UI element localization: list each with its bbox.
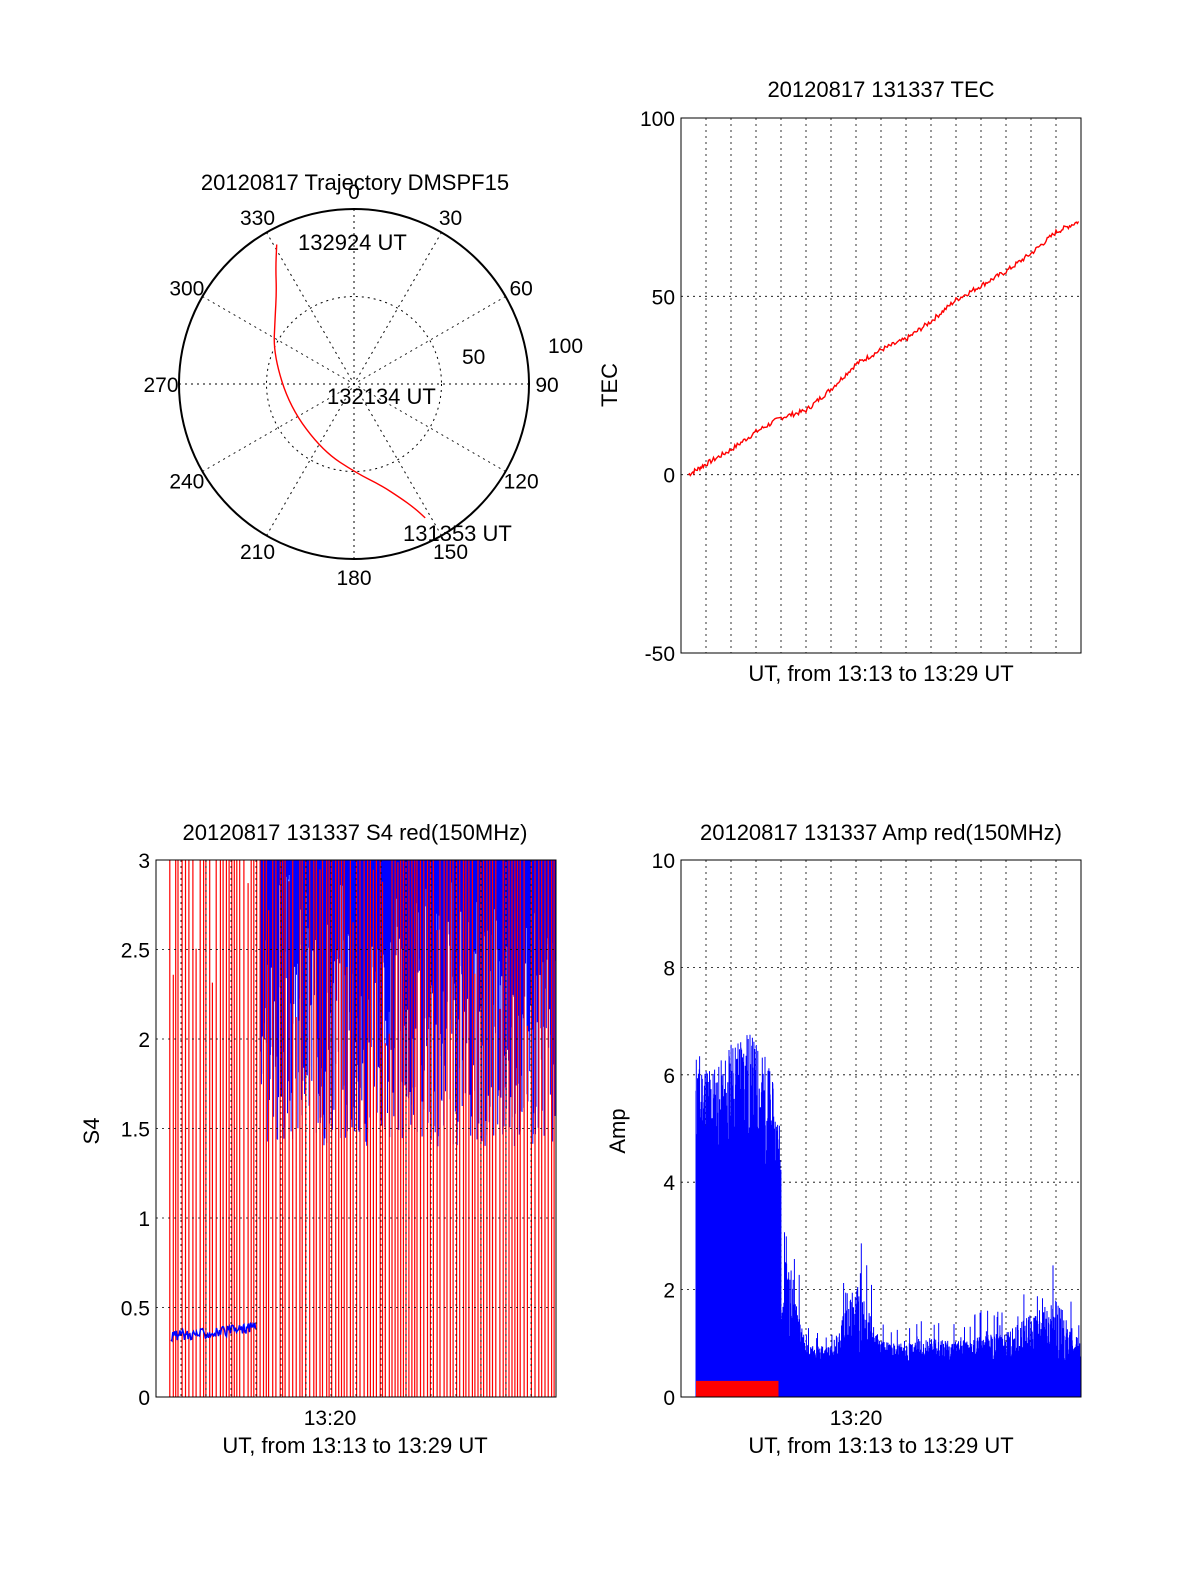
polar-grid bbox=[179, 209, 529, 559]
amp-y-tick-6: 6 bbox=[663, 1065, 675, 1088]
polar-angle-label-210: 210 bbox=[240, 541, 275, 564]
s4-y-tick-2: 2 bbox=[138, 1029, 150, 1052]
polar-trajectory-chart: 20120817 Trajectory DMSPF15 0 30 60 90 120 15… bbox=[143, 170, 583, 590]
tec-chart: 20120817 131337 TEC -50 0 50 100 UT, from 1… bbox=[597, 77, 1082, 686]
s4-title: 20120817 131337 S4 red(150MHz) bbox=[183, 820, 528, 845]
s4-y-ticks: 0 0.5 1 1.5 2 2.5 3 bbox=[121, 850, 150, 1410]
polar-angle-label-0: 0 bbox=[348, 181, 360, 204]
amp-y-axis-label: Amp bbox=[605, 1108, 630, 1153]
amp-y-tick-2: 2 bbox=[663, 1280, 675, 1303]
polar-angle-label-300: 300 bbox=[169, 278, 204, 301]
trajectory-start-label: 131353 UT bbox=[403, 521, 512, 546]
trajectory-mid-label: 132134 UT bbox=[327, 384, 436, 409]
s4-x-tick-label: 13:20 bbox=[304, 1407, 357, 1430]
polar-angle-labels: 0 30 60 90 120 150 180 210 240 270 300 330 bbox=[143, 181, 558, 590]
polar-angle-label-270: 270 bbox=[143, 374, 178, 397]
s4-chart: 20120817 131337 S4 red(150MHz) 0 0.5 1 1.5 2… bbox=[79, 820, 557, 1458]
tec-y-tick--50: -50 bbox=[645, 643, 675, 666]
polar-radial-label-50: 50 bbox=[462, 346, 485, 369]
amp-series bbox=[695, 1034, 1082, 1397]
polar-angle-label-180: 180 bbox=[336, 567, 371, 590]
s4-y-tick-2.5: 2.5 bbox=[121, 940, 150, 963]
tec-title: 20120817 131337 TEC bbox=[767, 77, 994, 102]
tec-series-line bbox=[688, 221, 1080, 477]
amp-y-tick-0: 0 bbox=[663, 1387, 675, 1410]
amp-y-tick-10: 10 bbox=[652, 850, 675, 873]
s4-grid bbox=[156, 860, 556, 1397]
polar-angle-label-90: 90 bbox=[535, 374, 558, 397]
tec-y-tick-50: 50 bbox=[652, 286, 675, 309]
tec-grid bbox=[681, 118, 1081, 653]
tec-x-axis-label: UT, from 13:13 to 13:29 UT bbox=[748, 661, 1013, 686]
s4-x-axis-label: UT, from 13:13 to 13:29 UT bbox=[222, 1433, 487, 1458]
tec-y-axis-label: TEC bbox=[597, 363, 622, 407]
polar-title: 20120817 Trajectory DMSPF15 bbox=[201, 170, 509, 195]
s4-series bbox=[169, 860, 557, 1397]
amp-y-ticks: 0 2 4 6 8 10 bbox=[652, 850, 676, 1410]
trajectory-end-label: 132924 UT bbox=[298, 230, 407, 255]
polar-angle-label-60: 60 bbox=[509, 278, 532, 301]
s4-y-tick-1: 1 bbox=[138, 1208, 150, 1231]
tec-y-tick-0: 0 bbox=[663, 465, 675, 488]
amp-blue-series bbox=[695, 1034, 1082, 1397]
amp-title: 20120817 131337 Amp red(150MHz) bbox=[700, 820, 1062, 845]
s4-y-axis-label: S4 bbox=[79, 1118, 104, 1145]
s4-y-tick-3: 3 bbox=[138, 850, 150, 873]
tec-y-tick-100: 100 bbox=[640, 108, 675, 131]
polar-angle-label-120: 120 bbox=[504, 471, 539, 494]
polar-spoke-150 bbox=[266, 232, 442, 536]
amp-red-series bbox=[696, 1380, 779, 1397]
amp-y-tick-8: 8 bbox=[663, 957, 675, 980]
amp-x-tick-label: 13:20 bbox=[830, 1407, 883, 1430]
polar-radial-label-100: 100 bbox=[548, 335, 583, 358]
polar-angle-label-240: 240 bbox=[169, 471, 204, 494]
s4-y-tick-0.5: 0.5 bbox=[121, 1298, 150, 1321]
amp-chart: 20120817 131337 Amp red(150MHz) 0246810 … bbox=[605, 820, 1082, 1458]
polar-grid-circle-50 bbox=[266, 296, 442, 472]
trajectory-line bbox=[273, 244, 426, 519]
polar-angle-label-150: 150 bbox=[433, 541, 468, 564]
tec-y-ticks: -50 0 50 100 bbox=[640, 108, 675, 666]
amp-y-tick-4: 4 bbox=[663, 1172, 675, 1195]
polar-angle-label-30: 30 bbox=[439, 207, 462, 230]
s4-plot-frame bbox=[155, 859, 557, 1398]
polar-angle-label-330: 330 bbox=[240, 207, 275, 230]
amp-plot-frame bbox=[680, 859, 1082, 1398]
s4-y-tick-0: 0 bbox=[138, 1387, 150, 1410]
tec-plot-frame bbox=[680, 117, 1082, 654]
s4-blue-baseline bbox=[170, 1321, 257, 1343]
polar-outer-circle bbox=[178, 208, 530, 560]
s4-y-tick-1.5: 1.5 bbox=[121, 1119, 150, 1142]
amp-x-axis-label: UT, from 13:13 to 13:29 UT bbox=[748, 1433, 1013, 1458]
